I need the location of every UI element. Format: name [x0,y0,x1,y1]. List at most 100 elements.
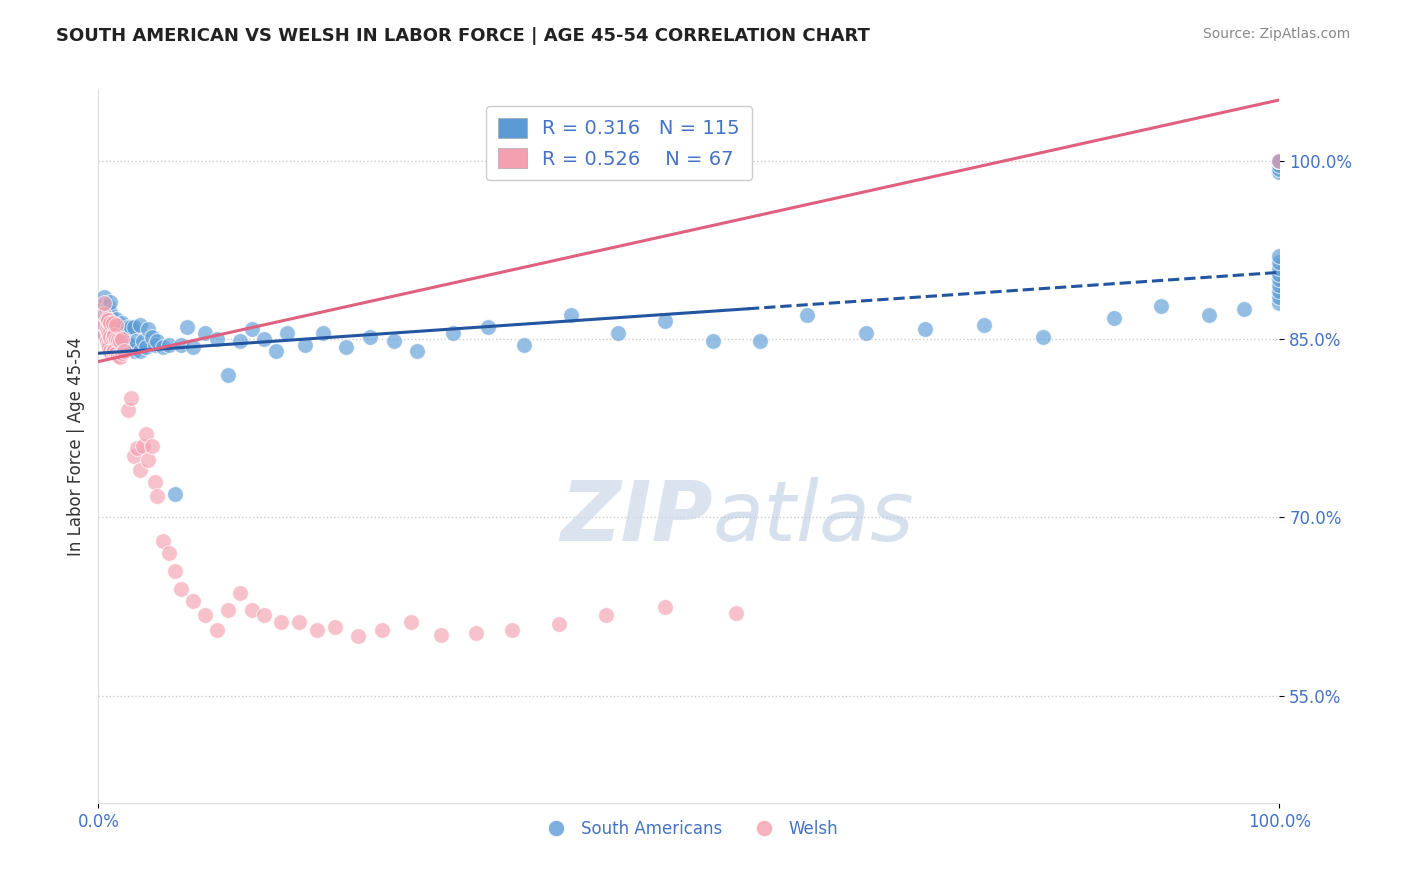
Point [112,339,135,353]
Point [96,325,118,339]
Point [105,318,128,332]
Point [270,615,292,629]
Point [93,299,115,313]
Point [1268,278,1291,293]
Point [725,606,748,620]
Point [96,322,118,336]
Point [264,343,287,358]
Point [98,343,121,358]
Y-axis label: In Labor Force | Age 45-54: In Labor Force | Age 45-54 [66,336,84,556]
Point [96,315,118,329]
Point [108,340,131,354]
Point [1198,308,1220,322]
Point [143,475,166,489]
Point [1268,260,1291,275]
Point [276,326,298,340]
Point [97,318,120,332]
Point [103,340,125,354]
Point [107,333,129,347]
Point [97,325,120,339]
Point [93,318,115,332]
Point [132,334,155,349]
Legend: South Americans, Welsh: South Americans, Welsh [533,814,845,845]
Point [103,343,125,357]
Point [305,624,328,638]
Point [176,320,198,334]
Text: atlas: atlas [713,477,914,558]
Point [101,317,124,331]
Point [96,334,118,349]
Point [107,318,129,333]
Point [146,489,169,503]
Point [143,338,166,352]
Point [98,334,121,349]
Point [1268,285,1291,299]
Point [101,343,124,358]
Point [128,463,150,477]
Point [93,326,115,340]
Point [98,320,121,334]
Point [181,593,204,607]
Point [105,322,128,336]
Point [122,320,145,334]
Point [253,332,276,346]
Point [97,338,120,352]
Point [229,334,252,349]
Point [125,334,148,349]
Point [401,615,423,629]
Point [121,320,143,334]
Point [136,322,159,336]
Point [97,308,120,322]
Point [205,332,228,346]
Point [181,340,204,354]
Point [748,334,770,349]
Point [98,295,121,310]
Point [93,308,115,322]
Point [141,439,163,453]
Point [146,334,169,349]
Point [1032,329,1054,343]
Point [101,334,124,349]
Point [107,331,129,345]
Point [122,343,145,358]
Point [112,326,135,340]
Point [217,368,239,382]
Point [165,564,187,578]
Point [654,314,676,328]
Point [240,322,263,336]
Point [141,329,163,343]
Point [121,392,143,406]
Point [312,326,335,340]
Point [132,439,155,453]
Point [112,343,135,358]
Point [170,338,193,352]
Point [359,329,381,343]
Point [1268,161,1291,176]
Point [101,343,124,358]
Point [117,338,139,352]
Point [98,331,121,345]
Point [98,343,121,358]
Point [253,607,276,622]
Point [1268,254,1291,268]
Point [1268,153,1291,168]
Point [217,603,239,617]
Point [111,346,134,360]
Point [93,318,115,332]
Point [1268,290,1291,304]
Point [105,333,128,347]
Point [1268,153,1291,168]
Point [288,615,311,629]
Point [194,326,217,340]
Point [135,340,157,354]
Point [98,317,121,331]
Point [170,582,193,596]
Point [108,329,131,343]
Point [117,320,139,334]
Point [1268,153,1291,168]
Point [128,318,150,332]
Point [107,349,129,363]
Point [1233,302,1256,317]
Point [165,486,187,500]
Point [105,343,128,358]
